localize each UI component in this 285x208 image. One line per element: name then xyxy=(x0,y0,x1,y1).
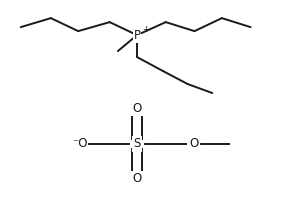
Text: ⁻O: ⁻O xyxy=(72,137,87,150)
Text: O: O xyxy=(190,137,199,150)
Text: O: O xyxy=(133,103,142,115)
Text: S: S xyxy=(133,137,141,150)
Text: +: + xyxy=(142,25,150,34)
Text: O: O xyxy=(133,172,142,185)
Text: P: P xyxy=(134,29,141,42)
